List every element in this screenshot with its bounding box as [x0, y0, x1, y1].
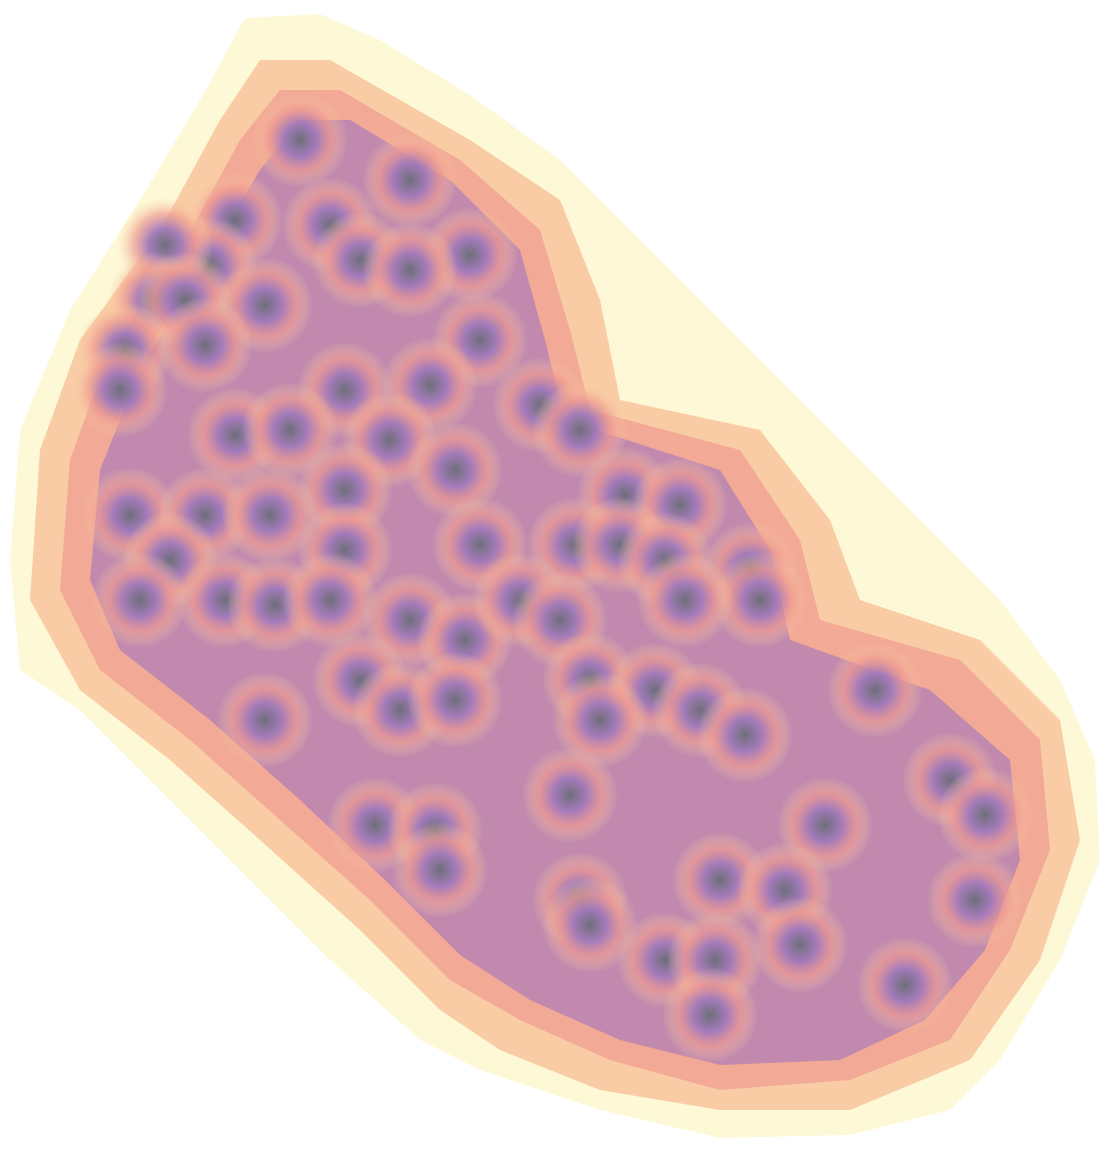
density-peak [637, 552, 733, 648]
density-peaks [72, 92, 1033, 1063]
density-peak [92, 552, 188, 648]
density-peak [927, 852, 1023, 948]
density-peak [522, 747, 618, 843]
density-peak [407, 422, 503, 518]
density-peak [857, 937, 953, 1033]
density-peak [827, 642, 923, 738]
density-peak [712, 552, 808, 648]
density-peak [222, 467, 318, 563]
density-peak [662, 967, 758, 1063]
density-peak [217, 672, 313, 768]
density-peak [252, 92, 348, 188]
density-peak [552, 672, 648, 768]
density-peak [542, 877, 638, 973]
density-peak [937, 767, 1033, 863]
density-peak [282, 552, 378, 648]
density-peak [392, 822, 488, 918]
density-peak [72, 342, 168, 438]
density-peak [697, 687, 793, 783]
density-peak [157, 297, 253, 393]
density-peak [752, 897, 848, 993]
density-peak [362, 132, 458, 228]
density-peak [407, 652, 503, 748]
density-peak [362, 222, 458, 318]
